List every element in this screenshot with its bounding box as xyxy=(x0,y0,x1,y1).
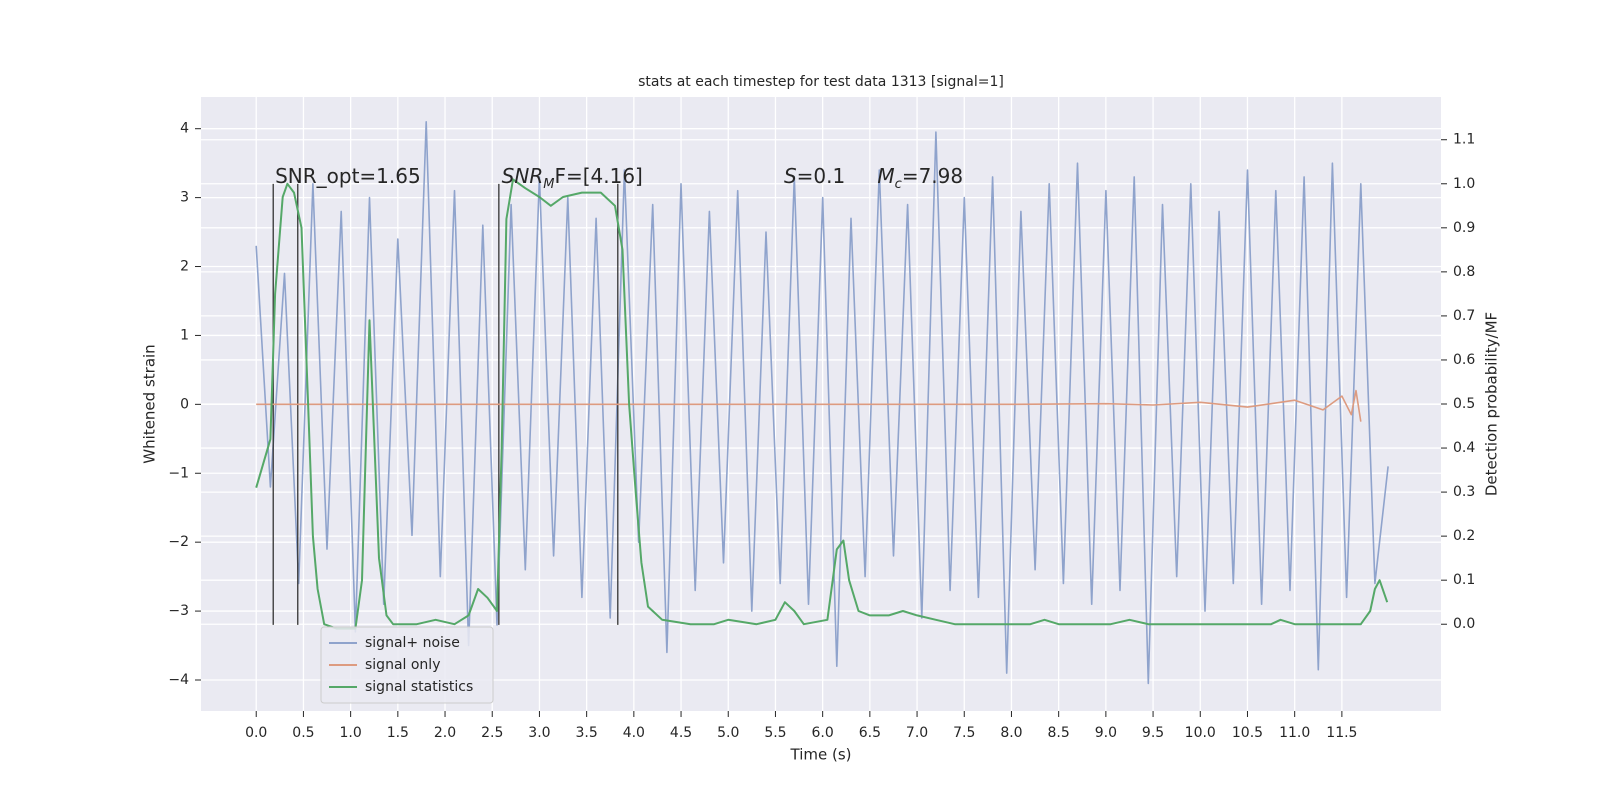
x-tick-label: 11.0 xyxy=(1279,725,1310,741)
annotation-part: S xyxy=(784,163,797,187)
x-tick-label: 10.0 xyxy=(1185,725,1216,741)
legend-label: signal+ noise xyxy=(365,635,460,651)
y2-tick-label: 0.0 xyxy=(1453,616,1475,632)
x-tick-label: 5.5 xyxy=(764,725,786,741)
y2-tick-label: 0.9 xyxy=(1453,220,1475,236)
legend-box xyxy=(320,626,494,704)
annotation-part: M xyxy=(877,163,894,187)
annotation-part: =7.98 xyxy=(902,163,963,187)
y2-tick-label: 0.6 xyxy=(1453,352,1475,368)
annotation-part: =0.1 xyxy=(797,163,846,187)
annotation: Mc=7.98 xyxy=(877,163,963,192)
y-tick-label: −4 xyxy=(168,672,189,688)
y2-tick-label: 1.0 xyxy=(1453,176,1475,192)
y-tick-label: −2 xyxy=(168,534,189,550)
y2-tick-label: 0.8 xyxy=(1453,264,1475,280)
x-tick-label: 7.5 xyxy=(953,725,975,741)
x-tick-label: 4.0 xyxy=(623,725,645,741)
y2-tick-label: 0.3 xyxy=(1453,484,1475,500)
annotation-part: c xyxy=(895,177,902,192)
legend-label: signal statistics xyxy=(365,679,473,695)
legend-label: signal only xyxy=(365,657,440,673)
x-tick-label: 11.5 xyxy=(1326,725,1357,741)
y2-axis-label: Detection probability/MF xyxy=(1483,312,1501,496)
y-tick-label: 4 xyxy=(180,121,189,137)
y2-tick-label: 0.2 xyxy=(1453,528,1475,544)
x-tick-label: 2.0 xyxy=(434,725,456,741)
series-line xyxy=(256,389,1362,422)
annotation: S=0.1 xyxy=(784,163,845,187)
x-tick-label: 4.5 xyxy=(670,725,692,741)
y2-tick-label: 0.7 xyxy=(1453,308,1475,324)
x-tick-label: 7.0 xyxy=(906,725,928,741)
x-tick-label: 8.5 xyxy=(1048,725,1070,741)
x-tick-label: 8.0 xyxy=(1000,725,1022,741)
annotation-part: F=[4.16] xyxy=(554,163,642,187)
y-tick-label: 0 xyxy=(180,396,189,412)
y2-tick-label: 1.1 xyxy=(1453,132,1475,148)
y2-tick-label: 0.1 xyxy=(1453,572,1475,588)
annotation: SNR_opt=1.65 xyxy=(275,163,421,187)
x-axis-label: Time (s) xyxy=(790,746,852,764)
series-line xyxy=(255,178,1389,630)
x-tick-label: 3.5 xyxy=(576,725,598,741)
x-tick-label: 6.5 xyxy=(859,725,881,741)
annotation-part: SNR_opt=1.65 xyxy=(275,163,421,187)
x-tick-label: 9.0 xyxy=(1095,725,1117,741)
x-tick-label: 10.5 xyxy=(1232,725,1263,741)
y-tick-label: 3 xyxy=(180,190,189,206)
y-axis-label: Whitened strain xyxy=(141,344,159,463)
x-tick-label: 1.0 xyxy=(339,725,361,741)
annotation-part: SNR xyxy=(502,163,544,187)
x-tick-label: 5.0 xyxy=(717,725,739,741)
y-tick-label: −1 xyxy=(168,465,189,481)
series-line xyxy=(255,121,1389,685)
y-tick-label: 1 xyxy=(180,327,189,343)
y-tick-label: −3 xyxy=(168,603,189,619)
y2-tick-label: 0.5 xyxy=(1453,396,1475,412)
annotation-part: M xyxy=(543,177,554,192)
x-tick-label: 2.5 xyxy=(481,725,503,741)
x-tick-label: 1.5 xyxy=(387,725,409,741)
y-tick-label: 2 xyxy=(180,259,189,275)
x-tick-label: 6.0 xyxy=(812,725,834,741)
x-tick-label: 0.0 xyxy=(245,725,267,741)
y2-tick-label: 0.4 xyxy=(1453,440,1475,456)
x-tick-label: 3.0 xyxy=(528,725,550,741)
annotation: SNRMF=[4.16] xyxy=(502,163,643,192)
x-tick-label: 0.5 xyxy=(292,725,314,741)
x-tick-label: 9.5 xyxy=(1142,725,1164,741)
chart-title: stats at each timestep for test data 131… xyxy=(638,74,1004,90)
